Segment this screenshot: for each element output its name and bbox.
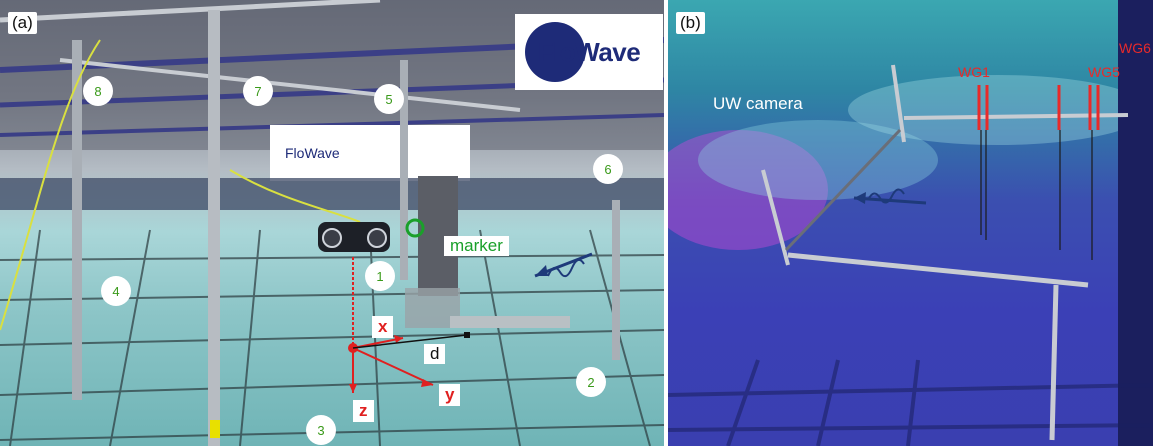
- marker-label: marker: [444, 236, 509, 256]
- panel-b-label: (b): [676, 12, 705, 34]
- axis-y-label: y: [439, 384, 461, 406]
- distance-label: d: [424, 344, 446, 364]
- position-label-8: 8: [83, 76, 113, 106]
- position-label-5: 5: [374, 84, 404, 114]
- svg-text:FloWave: FloWave: [285, 145, 340, 161]
- panel-a-label: (a): [8, 12, 37, 34]
- flowave-logo: FloWave: [515, 14, 663, 90]
- position-label-4: 4: [101, 276, 131, 306]
- position-label-7: 7: [243, 76, 273, 106]
- axis-z-label: z: [353, 400, 374, 422]
- photo-panel-b: (b) UW camera WG1 WG5 WG6: [668, 0, 1153, 446]
- wave-gauge-label-wg6: WG6: [1119, 40, 1151, 56]
- position-label-2: 2: [576, 367, 606, 397]
- position-label-3: 3: [306, 415, 336, 445]
- logo-text: FloWave: [537, 36, 641, 67]
- tank-scene-b: [668, 0, 1153, 446]
- marker-ring: [405, 218, 425, 238]
- wave-gauge-label-wg1: WG1: [958, 64, 990, 80]
- wave-gauge-label-wg5: WG5: [1088, 64, 1120, 80]
- logo-mark-icon: [525, 22, 585, 82]
- axis-x-label: x: [372, 316, 394, 338]
- rov-drone: [318, 222, 390, 252]
- photo-panel-a: FloWave: [0, 0, 664, 446]
- position-label-6: 6: [593, 154, 623, 184]
- position-label-1: 1: [365, 261, 395, 291]
- uw-camera-label: UW camera: [713, 94, 803, 113]
